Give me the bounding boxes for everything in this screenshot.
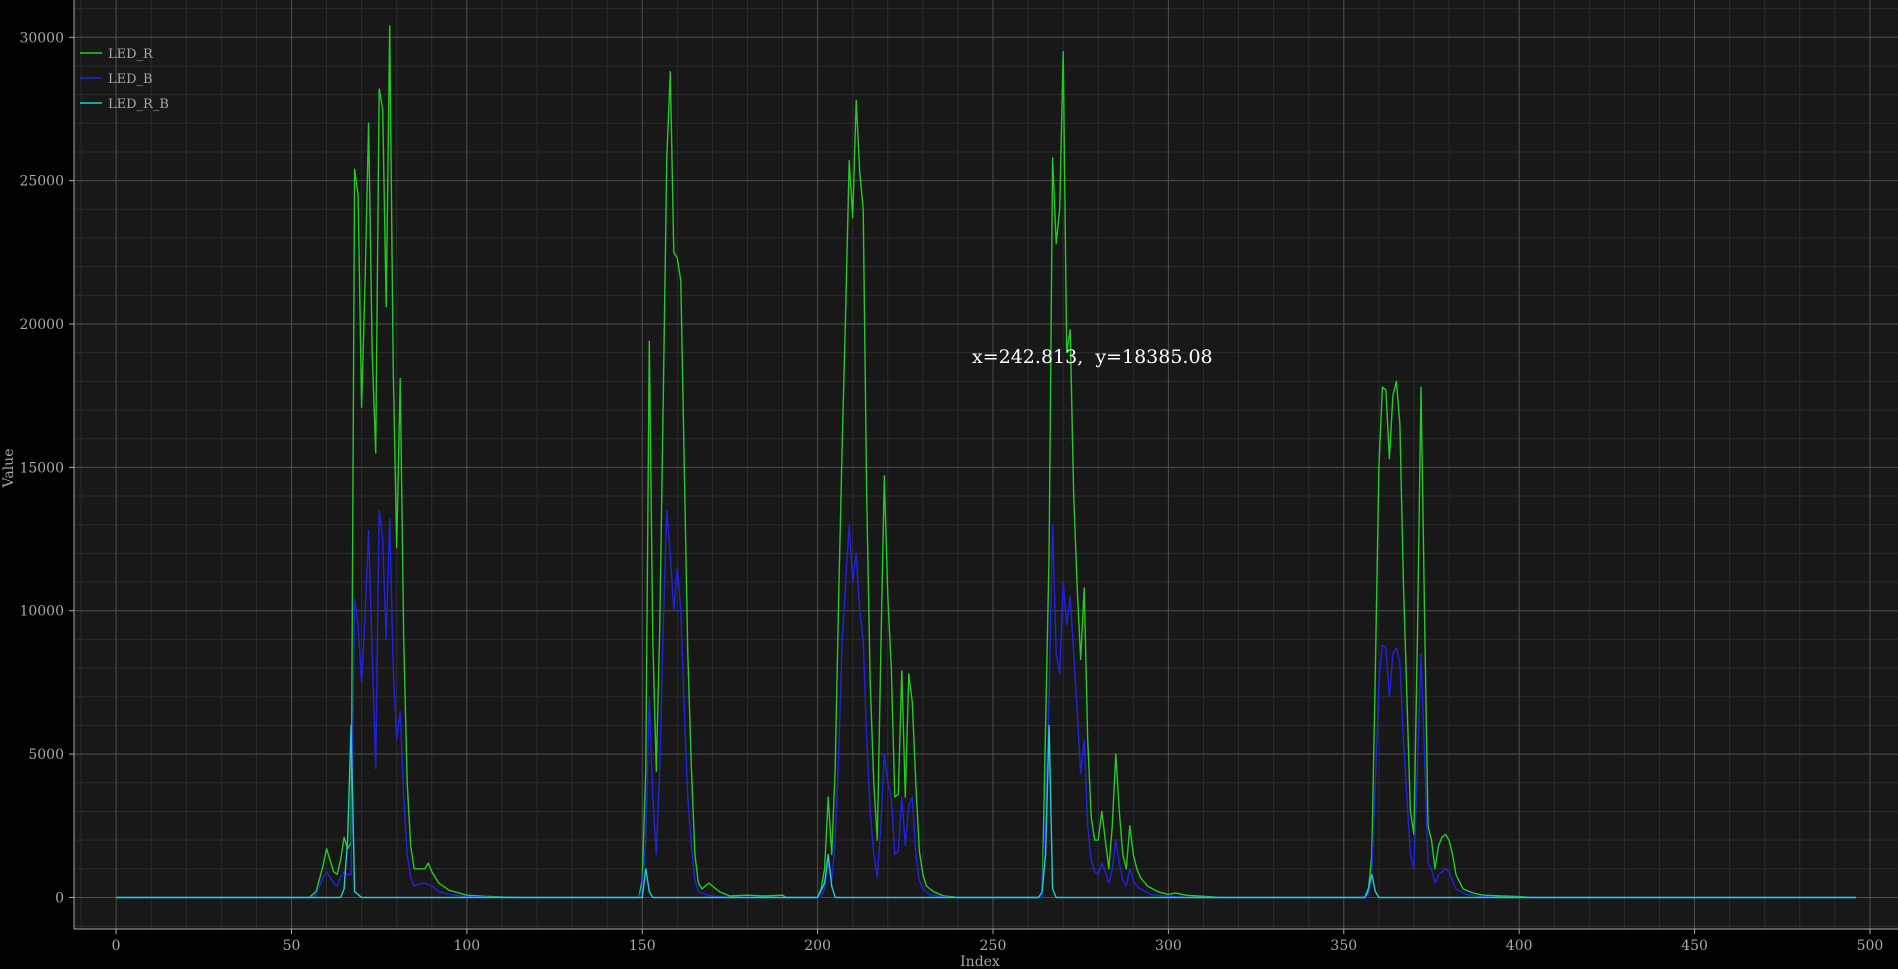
x-tick-label: 400 bbox=[1506, 938, 1533, 954]
y-tick-label: 10000 bbox=[19, 604, 64, 620]
x-axis-label: Index bbox=[960, 954, 1000, 969]
x-tick-label: 250 bbox=[980, 938, 1007, 954]
y-tick-label: 0 bbox=[55, 890, 64, 906]
x-tick-label: 450 bbox=[1681, 938, 1708, 954]
y-axis-label: Value bbox=[1, 449, 17, 489]
y-tick-label: 20000 bbox=[19, 317, 64, 333]
legend-label[interactable]: LED_R_B bbox=[108, 97, 169, 112]
series-line-led-b bbox=[116, 509, 1856, 899]
series-line-led-r-b bbox=[116, 724, 1856, 899]
legend-label[interactable]: LED_B bbox=[108, 72, 153, 87]
legend-label[interactable]: LED_R bbox=[108, 47, 154, 62]
series-line-led-r bbox=[116, 25, 1856, 899]
y-tick-label: 5000 bbox=[28, 747, 64, 763]
axes bbox=[73, 0, 1898, 930]
x-tick-label: 500 bbox=[1857, 938, 1884, 954]
x-tick-label: 0 bbox=[112, 938, 121, 954]
x-tick-label: 150 bbox=[629, 938, 656, 954]
x-tick-label: 50 bbox=[283, 938, 301, 954]
y-tick-label: 30000 bbox=[19, 30, 64, 46]
minor-grid bbox=[74, 0, 1898, 929]
x-tick-label: 350 bbox=[1330, 938, 1357, 954]
x-tick-label: 100 bbox=[453, 938, 480, 954]
series-group bbox=[116, 25, 1856, 899]
x-tick-labels: 0 50 100 150 200 250 300 350 400 450 500 bbox=[112, 929, 1884, 954]
x-tick-label: 200 bbox=[804, 938, 831, 954]
y-tick-label: 25000 bbox=[19, 174, 64, 190]
legend[interactable]: LED_R LED_B LED_R_B bbox=[80, 47, 169, 112]
y-tick-labels: 0 5000 10000 15000 20000 25000 30000 bbox=[19, 30, 74, 906]
y-tick-label: 15000 bbox=[19, 460, 64, 476]
x-tick-label: 300 bbox=[1155, 938, 1182, 954]
cursor-readout: x=242.813, y=18385.08 bbox=[972, 346, 1213, 368]
